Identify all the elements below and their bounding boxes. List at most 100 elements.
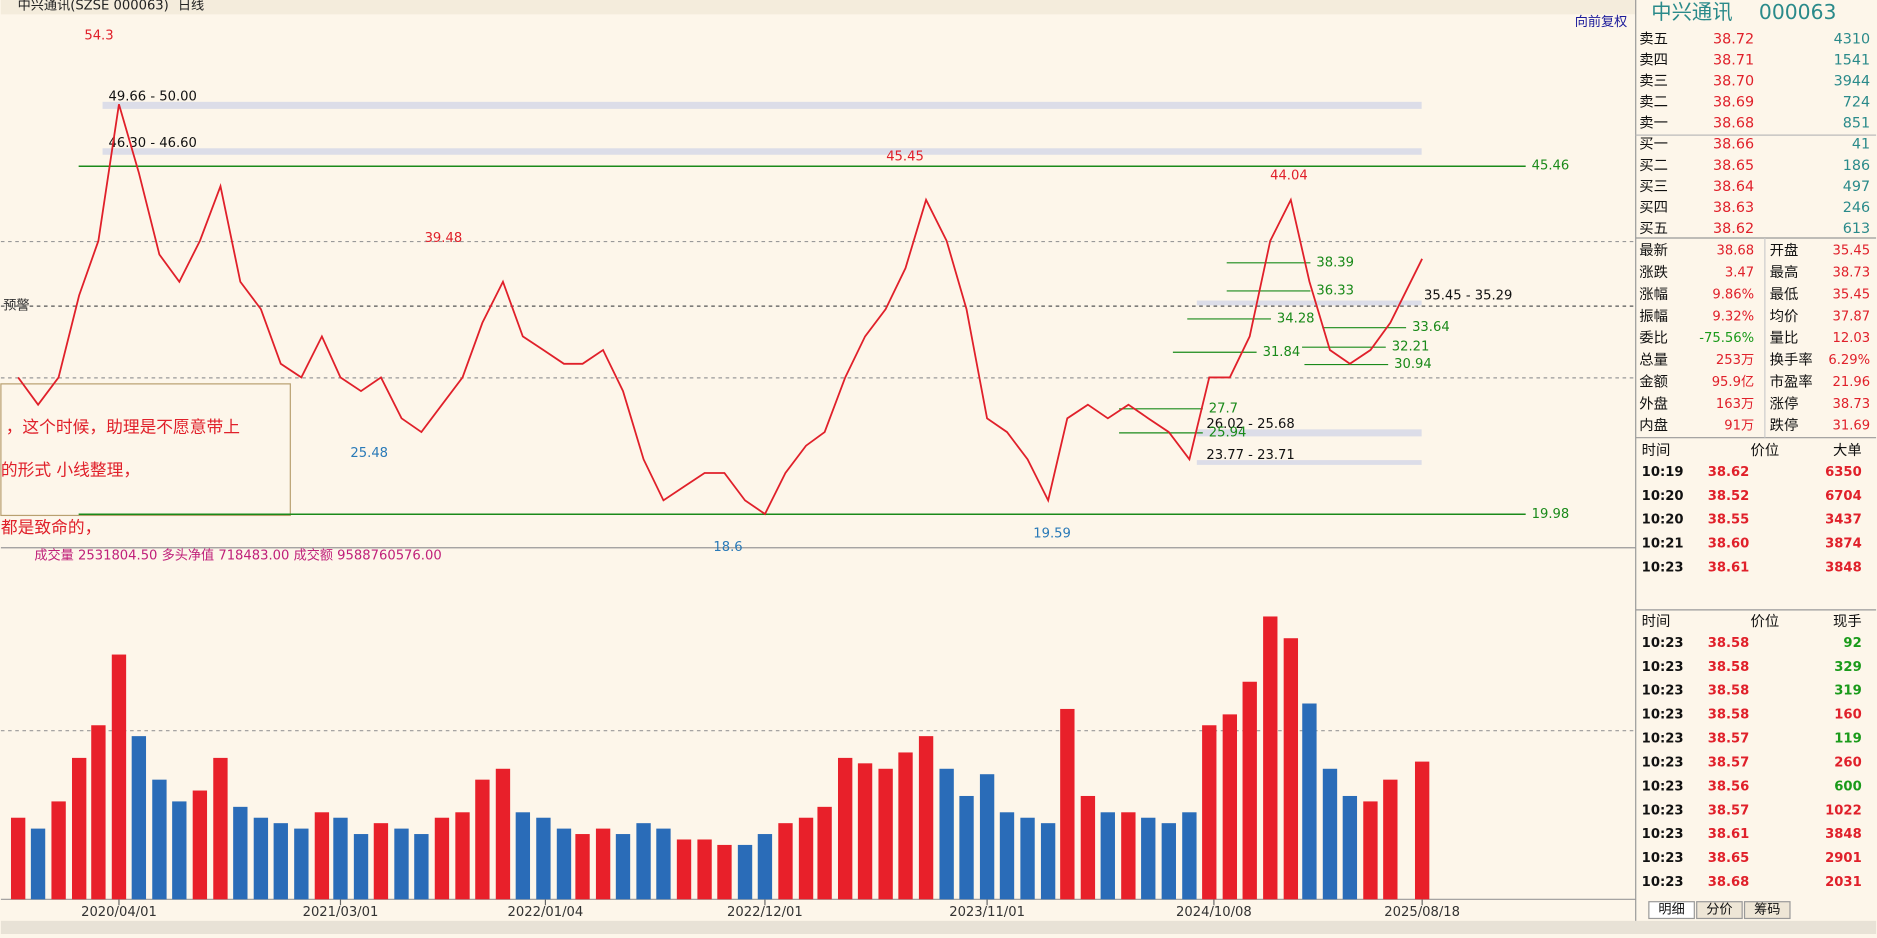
table-cell: 10:23 [1642, 660, 1684, 675]
table-cell: 38.61 [1708, 827, 1750, 842]
volume-bar [455, 812, 470, 900]
volume-bar [515, 812, 531, 900]
volume-bar [717, 844, 732, 900]
restore-button[interactable] [1574, 14, 1635, 30]
volume-bar [837, 757, 853, 900]
stat-value: 35.45 [1832, 287, 1870, 302]
x-tick-label: 2025/08/18 [1384, 905, 1460, 920]
volume-bar [91, 725, 106, 900]
stat-value: 38.68 [1716, 244, 1754, 259]
x-tick-label: 2022/01/04 [508, 905, 584, 920]
price-band [102, 148, 1422, 155]
restore-label[interactable]: 向前复权 [1575, 13, 1628, 30]
volume-bar [192, 790, 208, 900]
status-bar [0, 920, 1877, 934]
table-cell: 3437 [1825, 513, 1862, 528]
mark-label: 36.33 [1316, 283, 1354, 298]
tab-label[interactable]: 明细 [1658, 902, 1684, 918]
table-cell: 38.57 [1708, 755, 1750, 770]
stat-value: 31.69 [1832, 419, 1870, 434]
book-price: 38.62 [1713, 221, 1754, 237]
table-cell: 10:23 [1642, 755, 1684, 770]
volume-bar [10, 817, 26, 900]
stat-value: 9.86% [1712, 287, 1754, 302]
volume-bar [1161, 823, 1176, 900]
note: 的形式 小线整理， [1, 460, 140, 480]
book-label: 卖五 [1639, 30, 1668, 47]
stat-value: 6.29% [1828, 353, 1870, 368]
table-cell: 10:23 [1642, 779, 1684, 794]
tab[interactable] [1743, 901, 1791, 920]
table-cell: 38.57 [1708, 803, 1750, 818]
volume-bar [898, 752, 913, 900]
band-label: 46.30 - 46.60 [109, 136, 197, 151]
volume-bar [1263, 616, 1278, 900]
indicator-legend: 成交量 2531804.50 多头净值 718483.00 成交额 958876… [34, 547, 441, 564]
volume-bar [273, 823, 288, 900]
volume-bar [51, 801, 66, 900]
band-label: 26.02 - 25.68 [1206, 417, 1294, 432]
peak-label: 54.3 [84, 28, 113, 43]
stat-label: 涨幅 [1639, 286, 1668, 303]
tab[interactable] [1696, 901, 1743, 920]
book-volume: 851 [1843, 116, 1870, 132]
stat-label: 内盘 [1639, 416, 1668, 434]
mark-label: 34.28 [1277, 311, 1315, 326]
volume-bar [373, 823, 389, 900]
x-tick-label: 2021/03/01 [303, 905, 379, 920]
volume-bar [434, 817, 450, 900]
volume-bar [495, 768, 511, 900]
volume-bar [333, 817, 348, 900]
stat-value: 37.87 [1832, 309, 1870, 324]
tab-label[interactable]: 筹码 [1754, 901, 1780, 918]
table-cell: 329 [1834, 660, 1861, 675]
book-label: 卖一 [1639, 115, 1668, 132]
volume-bar [1020, 817, 1035, 900]
table-cell: 119 [1834, 732, 1861, 747]
volume-bar [1302, 703, 1317, 900]
x-tick-label: 2024/10/08 [1176, 905, 1252, 920]
period[interactable]: 日线 [178, 0, 204, 13]
tab[interactable] [1648, 901, 1695, 920]
volume-bar [294, 828, 309, 900]
stat-label: 最新 [1639, 242, 1668, 259]
table-cell: 38.57 [1708, 732, 1750, 747]
table-header: 时间 [1642, 442, 1671, 459]
table-cell: 38.58 [1708, 708, 1750, 723]
volume-bar [575, 834, 590, 900]
stat-label: 换手率 [1770, 352, 1813, 369]
table-header: 时间 [1642, 613, 1671, 630]
tab-label[interactable]: 分价 [1706, 902, 1732, 918]
book-label: 买五 [1639, 220, 1668, 237]
table-cell: 3848 [1825, 827, 1862, 842]
table-cell: 6350 [1825, 465, 1862, 480]
stat-label: 委比 [1639, 330, 1668, 347]
table-cell: 10:23 [1642, 875, 1684, 890]
mark-label: 31.84 [1263, 345, 1301, 360]
stat-label: 量比 [1770, 330, 1799, 347]
symbol-title: 中兴通讯(SZSE 000063) [18, 0, 169, 13]
stat-value: 12.03 [1832, 331, 1870, 346]
table-cell: 1022 [1825, 803, 1862, 818]
book-label: 卖四 [1639, 52, 1668, 69]
volume-bar [556, 828, 572, 900]
volume-bar [1100, 812, 1115, 900]
table-cell: 600 [1834, 779, 1861, 794]
book-label: 买一 [1639, 136, 1668, 153]
stat-value: 21.96 [1832, 375, 1870, 390]
table-header: 价位 [1751, 442, 1780, 459]
price-band [102, 101, 1422, 109]
table-cell: 10:23 [1642, 708, 1684, 723]
stat-label: 均价 [1770, 308, 1799, 325]
book-volume: 1541 [1834, 53, 1871, 69]
stat-label: 总量 [1639, 352, 1668, 369]
volume-bar [959, 795, 974, 900]
volume-bar [697, 839, 712, 900]
volume-bar [131, 736, 147, 900]
book-price: 38.71 [1713, 53, 1754, 69]
volume-bar [1363, 801, 1378, 900]
band-label: 35.45 - 35.29 [1424, 288, 1512, 303]
book-price: 38.69 [1713, 95, 1754, 111]
table-header: 现手 [1833, 613, 1862, 630]
